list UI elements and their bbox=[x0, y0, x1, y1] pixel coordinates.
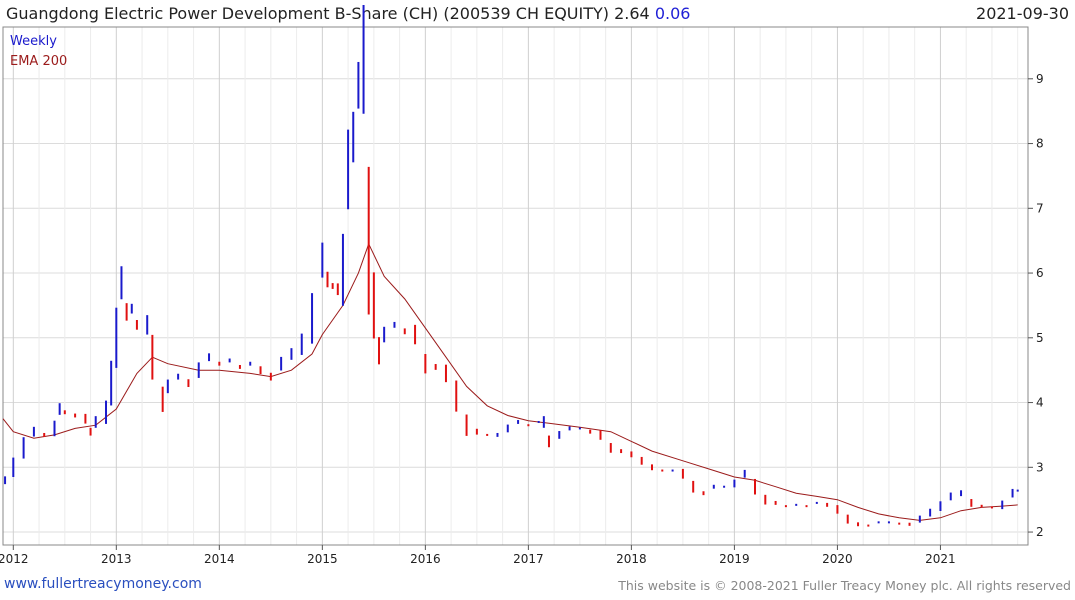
copyright-notice: This website is © 2008-2021 Fuller Treac… bbox=[618, 578, 1071, 593]
site-link[interactable]: www.fullertreacymoney.com bbox=[4, 576, 202, 592]
x-tick-label: 2021 bbox=[925, 552, 956, 566]
x-tick-label: 2019 bbox=[719, 552, 750, 566]
x-tick-label: 2016 bbox=[410, 552, 441, 566]
y-tick-label: 9 bbox=[1036, 72, 1044, 86]
legend-ema: EMA 200 bbox=[10, 54, 67, 69]
x-tick-label: 2017 bbox=[513, 552, 544, 566]
y-tick-label: 6 bbox=[1036, 266, 1044, 280]
y-tick-label: 3 bbox=[1036, 460, 1044, 474]
y-tick-label: 7 bbox=[1036, 201, 1044, 215]
ema-200-series-line bbox=[2, 242, 1018, 521]
x-tick-label: 2018 bbox=[616, 552, 647, 566]
x-tick-label: 2013 bbox=[101, 552, 132, 566]
chart-grid bbox=[3, 27, 1028, 545]
legend-weekly: Weekly bbox=[10, 34, 57, 49]
weekly-price-bars bbox=[4, 4, 1019, 527]
title-text: Guangdong Electric Power Development B-S… bbox=[6, 4, 650, 23]
x-tick-label: 2015 bbox=[307, 552, 338, 566]
y-tick-label: 8 bbox=[1036, 137, 1044, 151]
chart-legend: Weekly EMA 200 bbox=[10, 34, 67, 69]
x-tick-label: 2014 bbox=[204, 552, 235, 566]
x-tick-label: 2020 bbox=[822, 552, 853, 566]
chart-date: 2021-09-30 bbox=[976, 4, 1069, 23]
y-axis-ticks: 2 3 4 5 6 7 8 9 bbox=[1028, 72, 1044, 539]
chart-title: Guangdong Electric Power Development B-S… bbox=[6, 4, 690, 23]
y-tick-label: 5 bbox=[1036, 331, 1044, 345]
x-axis-ticks: 2012 2013 2014 2015 2016 2017 2018 2019 2020 2021 bbox=[0, 545, 956, 566]
y-tick-label: 4 bbox=[1036, 396, 1044, 410]
ema-200-line bbox=[2, 242, 1018, 521]
x-tick-label: 2012 bbox=[0, 552, 29, 566]
plot-frame bbox=[2, 26, 1029, 546]
y-tick-label: 2 bbox=[1036, 525, 1044, 539]
price-change: 0.06 bbox=[654, 4, 691, 23]
